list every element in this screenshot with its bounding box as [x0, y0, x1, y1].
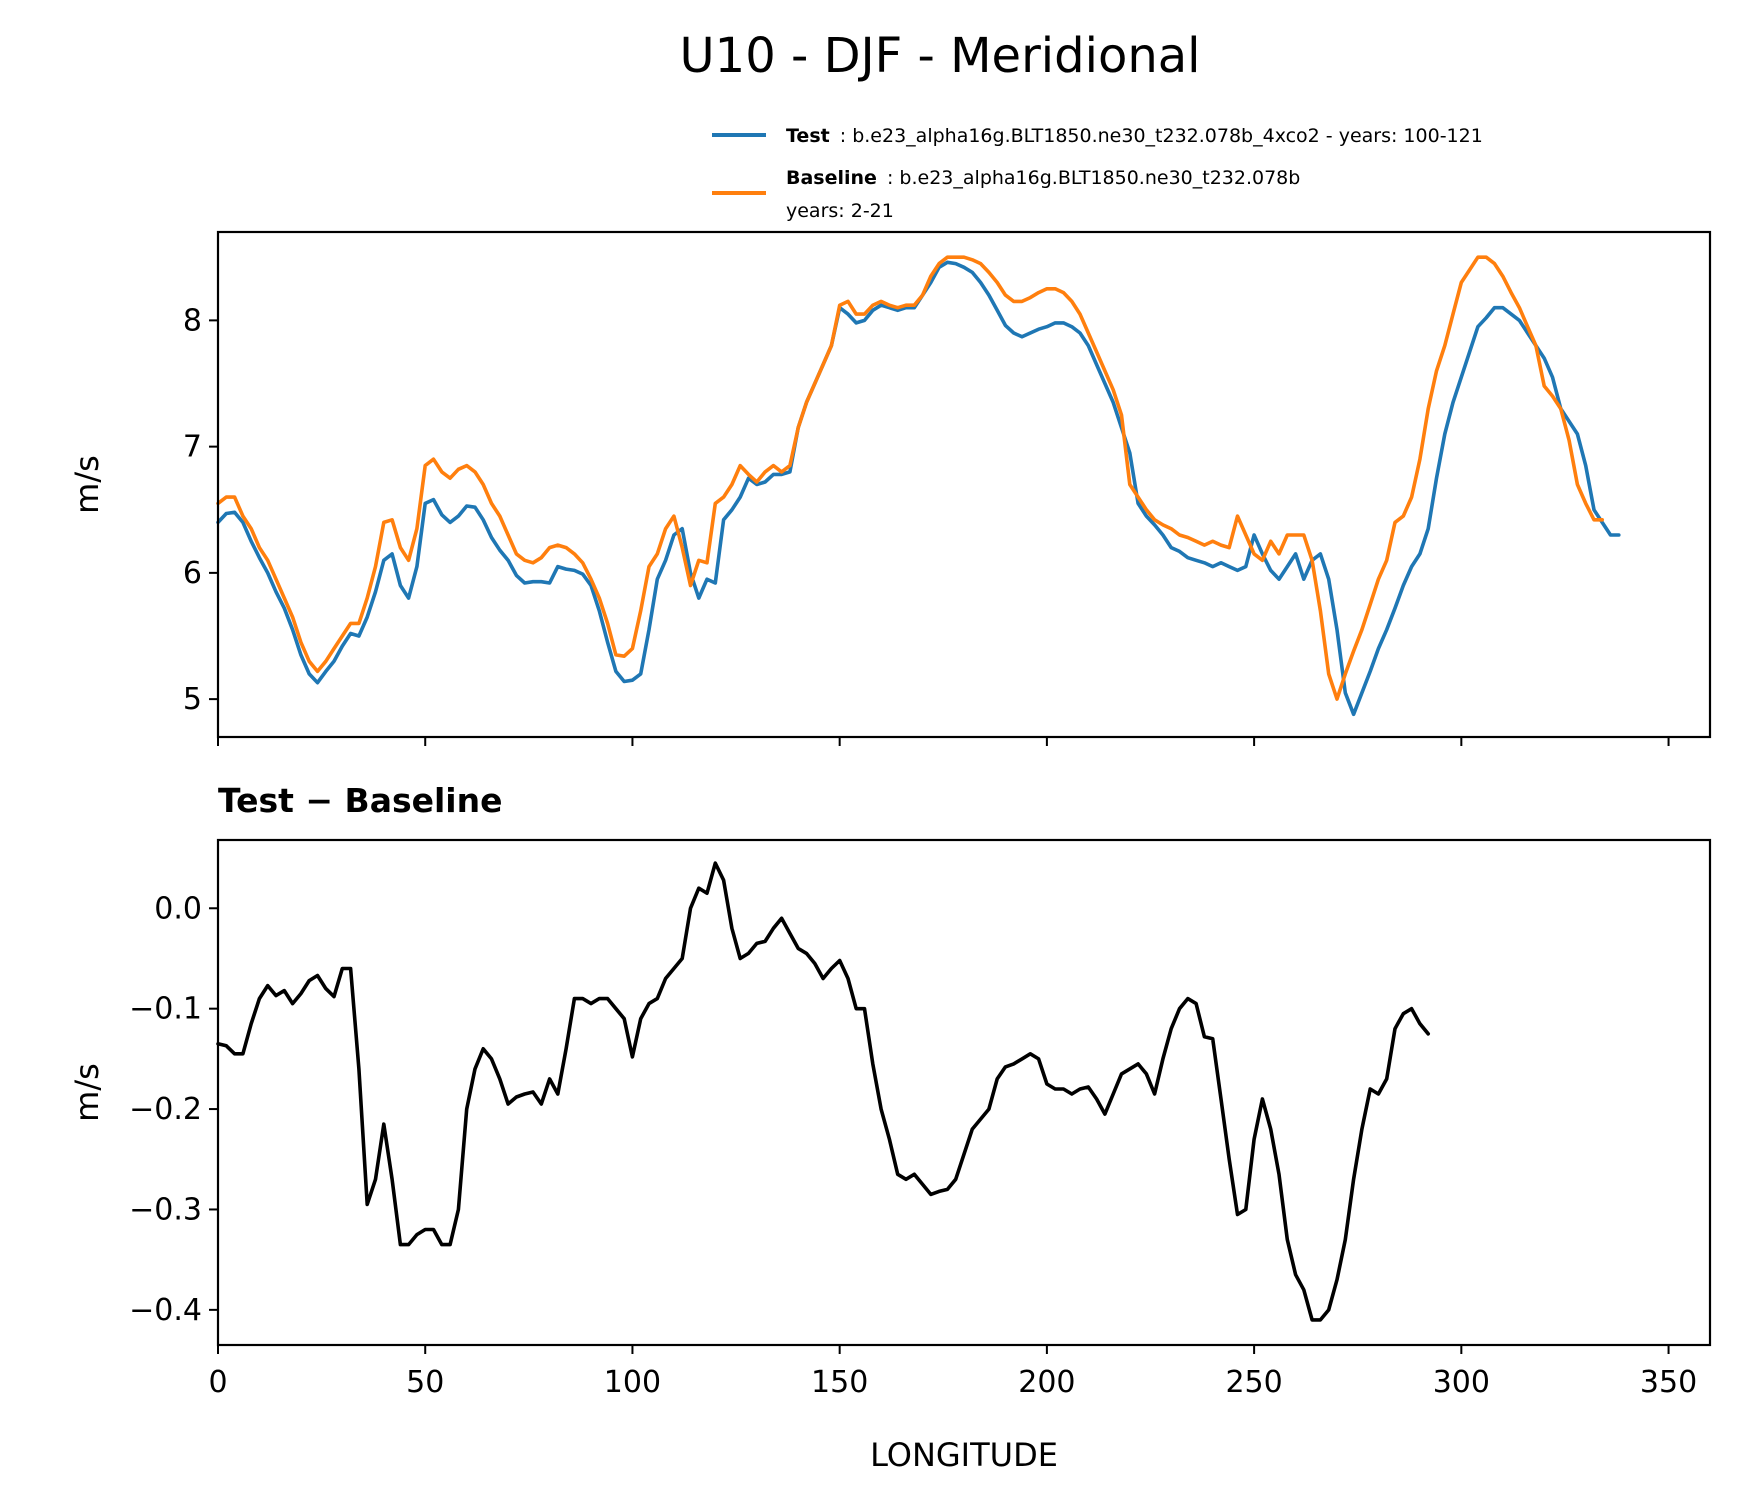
top-panel-frame [216, 230, 1712, 739]
x-tick-label: 50 [406, 1365, 444, 1400]
bottom-y-tick-label: −0.4 [129, 1293, 202, 1328]
bottom-panel: Test − Baseline 0 50 100 150 200 250 300 350 0.0… [68, 781, 1712, 1474]
bottom-y-tick-label: 0.0 [154, 891, 202, 926]
x-tick-label: 350 [1640, 1365, 1697, 1400]
x-tick-label: 0 [208, 1365, 227, 1400]
top-y-tick-label: 5 [183, 682, 202, 717]
legend-baseline-bold: Baseline [786, 167, 877, 189]
top-y-tick-label: 8 [183, 303, 202, 338]
legend: Test : b.e23_alpha16g.BLT1850.ne30_t232.… [712, 125, 1483, 222]
x-tick-label: 100 [604, 1365, 661, 1400]
x-axis-label: LONGITUDE [870, 1436, 1058, 1474]
bottom-panel-title: Test − Baseline [218, 781, 503, 820]
top-y-tick-label: 7 [183, 430, 202, 465]
bottom-y-tick-label: −0.2 [129, 1092, 202, 1127]
bottom-panel-frame [216, 838, 1712, 1347]
x-tick-label: 200 [1018, 1365, 1075, 1400]
top-y-axis-label: m/s [68, 455, 106, 514]
series-line-test-baseline [216, 861, 1430, 1322]
bottom-y-axis-label: m/s [68, 1063, 106, 1122]
bottom-ticks: 0 50 100 150 200 250 300 350 0.0 −0.1 −0.2 −0.3 −0.4 [129, 891, 1697, 1400]
legend-entry-baseline: Baseline : b.e23_alpha16g.BLT1850.ne30_t… [786, 167, 1300, 189]
legend-entry-test: Test : b.e23_alpha16g.BLT1850.ne30_t232.… [786, 125, 1483, 147]
x-tick-label: 250 [1225, 1365, 1282, 1400]
top-panel: 5 6 7 8 m/s [68, 230, 1712, 746]
top-ticks: 5 6 7 8 [183, 303, 1670, 746]
chart-title: U10 - DJF - Meridional [680, 28, 1201, 84]
bottom-y-tick-label: −0.1 [129, 992, 202, 1027]
legend-baseline-line2: years: 2-21 [786, 200, 894, 222]
bottom-y-tick-label: −0.3 [129, 1192, 202, 1227]
legend-baseline-text: : b.e23_alpha16g.BLT1850.ne30_t232.078b [887, 167, 1300, 189]
series-line-baseline [216, 255, 1604, 701]
legend-test-bold: Test [786, 125, 830, 147]
legend-test-text: : b.e23_alpha16g.BLT1850.ne30_t232.078b_… [840, 125, 1483, 147]
top-y-tick-label: 6 [183, 556, 202, 591]
bottom-series [216, 861, 1430, 1322]
top-series [216, 255, 1621, 717]
x-tick-label: 150 [811, 1365, 868, 1400]
x-tick-label: 300 [1433, 1365, 1490, 1400]
